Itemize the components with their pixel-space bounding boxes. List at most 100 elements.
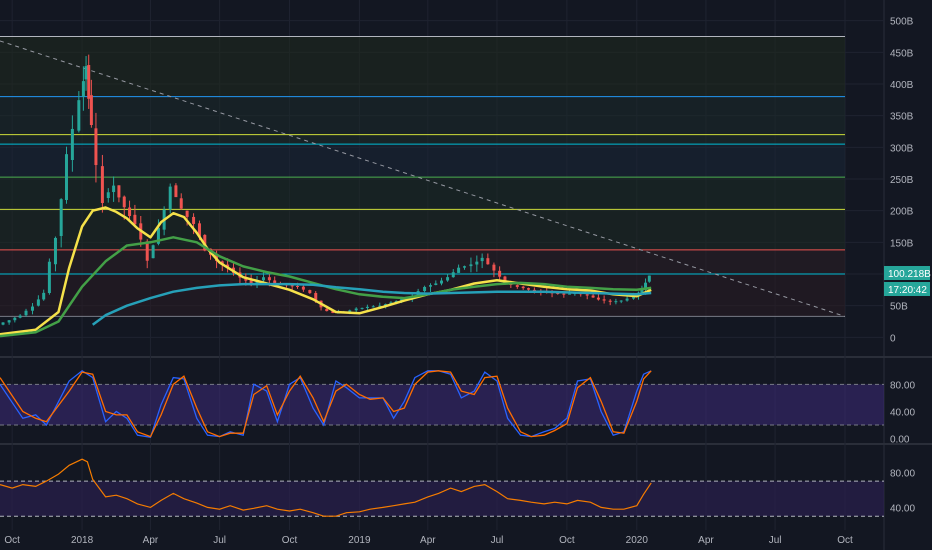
price-tick-label: 0 [890,333,896,344]
candle-body [295,286,299,288]
stoch-tick-label: 40.00 [890,407,915,418]
x-tick-label: 2020 [626,535,649,546]
candle-body [192,216,196,224]
candle-body [446,277,450,281]
candle-body [290,285,294,287]
candle-body [423,286,427,292]
candle-body [625,298,629,301]
candle-body [100,166,104,204]
candle-body [179,198,183,209]
rsi-band [0,481,884,517]
moving-average-line [91,282,652,326]
candle-body [480,257,484,262]
countdown-label: 17:20:42 [888,285,927,296]
stoch-tick-label: 0.00 [890,435,910,446]
stoch-line [0,370,652,438]
price-labels: 100.218B 17:20:42 [884,266,931,296]
x-tick-label: Jul [213,535,226,546]
candle-body [325,308,329,312]
candle-body [568,293,572,295]
rsi-tick-label: 80.00 [890,468,915,479]
last-price-tag [884,266,930,280]
fib-zone [0,36,845,97]
candle-body [156,227,160,244]
candle-body [1,322,5,325]
candle-body [185,210,189,217]
candle-body [42,292,46,300]
candle-body [7,320,11,323]
price-tick-label: 300B [890,143,914,154]
candle-body [47,261,51,293]
candle-body [128,207,132,217]
price-tick-label: 500B [890,17,914,28]
candle-body [70,128,74,160]
candle-body [122,196,126,208]
price-pane[interactable] [0,36,846,338]
candle-body [267,277,271,281]
candle-body [462,266,466,268]
candle-body [30,306,34,311]
candle-body [77,100,81,131]
candle-body [469,264,473,267]
candle-body [371,306,375,308]
candle-body [562,293,566,295]
candle-body [434,283,438,285]
x-tick-label: Oct [559,535,575,546]
candle-body [81,81,85,97]
candle-body [556,293,560,294]
x-tick-label: Oct [837,535,853,546]
x-tick-label: Apr [698,535,714,546]
stoch-tick-label: 80.00 [890,380,915,391]
candle-body [133,214,137,225]
candle-body [314,293,318,301]
candle-body [249,280,253,283]
candle-body [527,288,531,290]
price-tick-label: 350B [890,112,914,123]
candle-body [521,286,525,289]
rsi-line [0,458,652,517]
fib-zone [0,177,845,210]
candle-body [439,280,443,284]
rsi-tick-label: 40.00 [890,503,915,514]
candle-body [348,310,352,312]
x-tick-label: Oct [282,535,298,546]
candle-body [89,95,93,125]
candle-body [94,128,98,166]
candle-body [261,277,265,281]
candle-body [168,186,172,210]
candle-body [498,270,502,277]
candle-body [87,65,91,99]
candle-body [36,299,40,306]
candle-body [515,285,519,287]
candle-body [608,300,612,302]
x-tick-label: Apr [143,535,159,546]
stochastic-rsi-pane[interactable] [0,370,884,439]
x-tick-label: Oct [4,535,20,546]
price-tick-label: 250B [890,175,914,186]
candle-body [301,286,305,290]
candle-body [145,241,149,261]
candle-body [174,185,178,198]
fib-zone [0,144,845,178]
candle-body [614,301,618,303]
candle-body [640,289,644,293]
candle-body [354,308,358,311]
candle-body [59,199,63,236]
candle-body [532,289,536,291]
candle-body [596,297,600,300]
candle-body [644,282,648,290]
candle-body [475,261,479,265]
x-tick-label: Jul [769,535,782,546]
x-tick-label: 2018 [71,535,94,546]
candle-body [151,245,155,259]
fib-zone [0,96,845,135]
candle-body [619,300,623,302]
price-tick-label: 150B [890,238,914,249]
rsi-pane[interactable] [0,458,884,517]
candle-body [106,192,110,198]
stoch-band [0,384,884,426]
fib-zone [0,134,845,145]
candle-body [451,272,455,278]
candle-body [486,258,490,265]
